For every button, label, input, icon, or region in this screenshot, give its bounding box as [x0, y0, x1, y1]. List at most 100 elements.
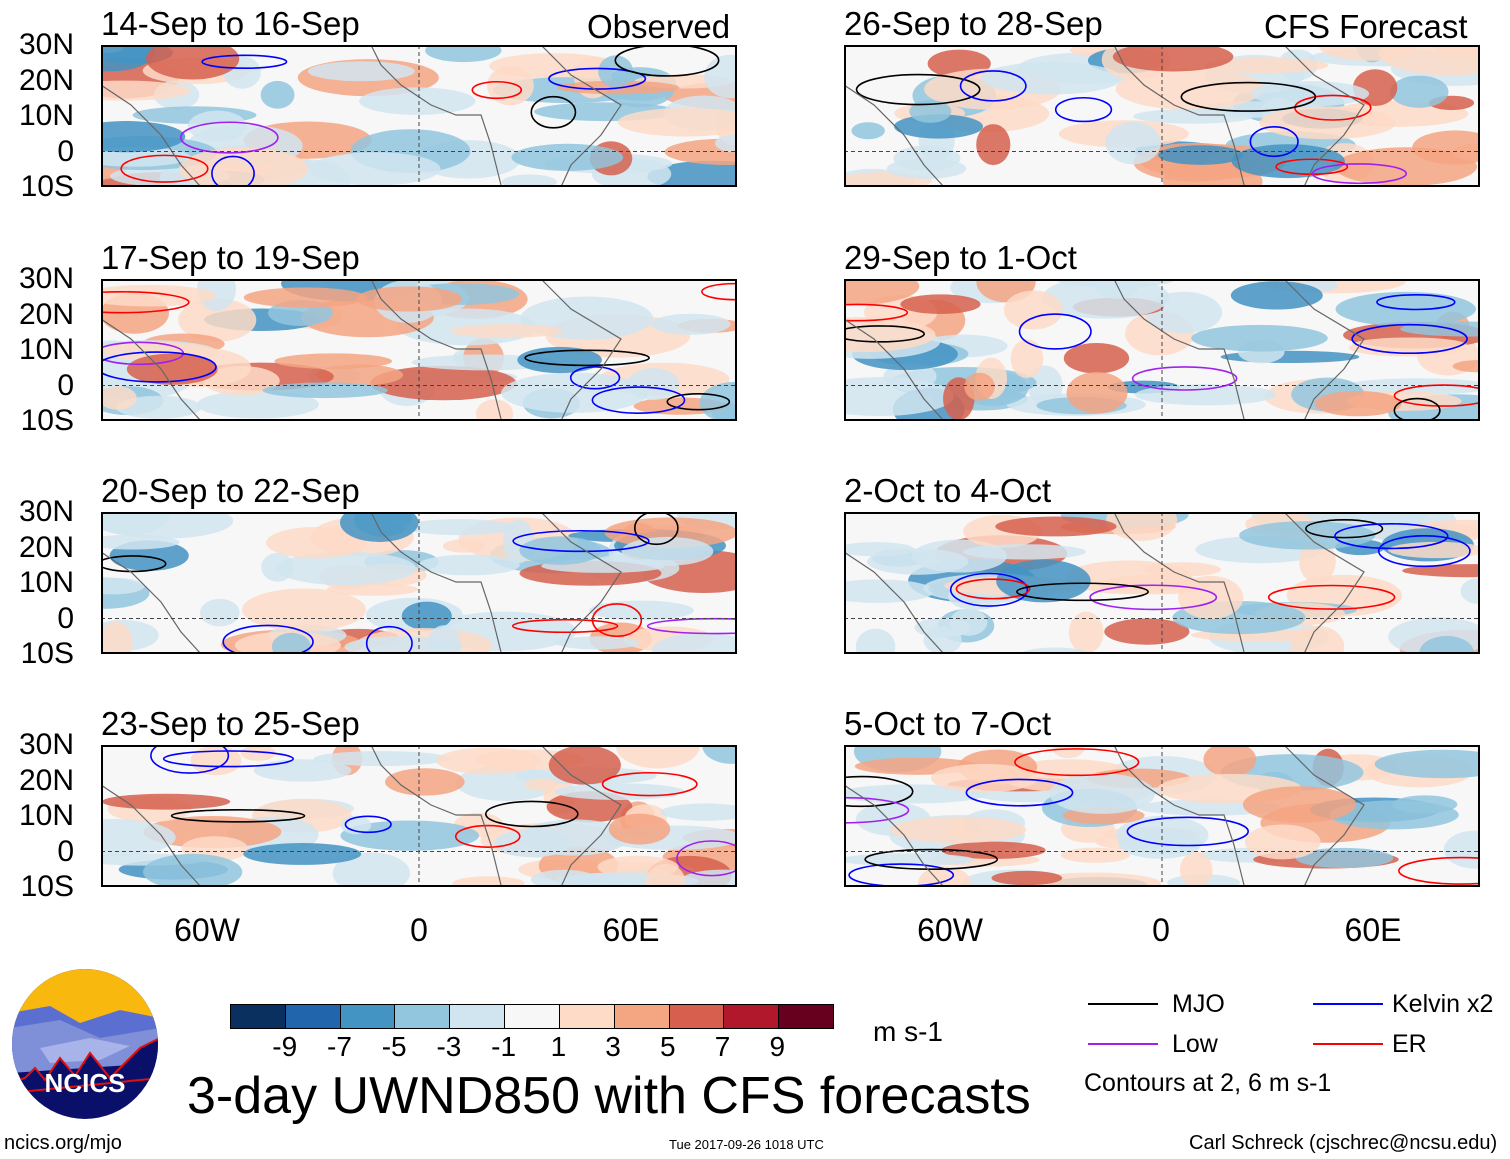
source-link[interactable]: ncics.org/mjo — [4, 1132, 122, 1154]
lon-tick: 60W — [174, 912, 240, 948]
legend-label-low: Low — [1172, 1030, 1218, 1058]
wind-anomaly-shading — [1443, 830, 1480, 869]
map-panel — [101, 745, 737, 887]
wind-anomaly-shading — [344, 636, 463, 654]
wave-contour — [179, 121, 279, 154]
wind-anomaly-shading — [702, 745, 737, 764]
wave-contour — [530, 95, 577, 129]
colorbar-swatch — [558, 1005, 614, 1028]
wind-anomaly-shading — [101, 386, 137, 410]
colorbar-label: -7 — [327, 1031, 352, 1062]
legend-note: Contours at 2, 6 m s-1 — [1084, 1069, 1332, 1097]
panel-title: 20-Sep to 22-Sep — [101, 472, 360, 509]
wind-anomaly-shading — [1244, 824, 1321, 860]
wind-anomaly-shading — [894, 114, 983, 139]
lon-tick: 60E — [602, 912, 660, 948]
wind-anomaly-shading — [1412, 130, 1480, 165]
wind-anomaly-shading — [598, 55, 634, 88]
map-panel — [844, 279, 1480, 421]
wind-anomaly-shading — [554, 783, 685, 800]
wind-anomaly-shading — [442, 539, 485, 553]
wind-anomaly-shading — [1060, 847, 1130, 863]
wind-anomaly-shading — [1402, 564, 1480, 578]
wind-anomaly-shading — [941, 841, 1046, 859]
wind-anomaly-shading — [931, 763, 1038, 793]
wave-contour — [1311, 163, 1408, 185]
colorbar-swatch — [613, 1005, 669, 1028]
coastline — [844, 45, 1365, 187]
wave-contour — [646, 617, 737, 635]
wave-contour — [512, 529, 650, 553]
wind-anomaly-shading — [918, 865, 971, 887]
colorbar-units: m s-1 — [873, 1016, 943, 1047]
wind-anomaly-shading — [1388, 541, 1480, 559]
wind-anomaly-shading — [101, 121, 186, 153]
coastline — [101, 279, 622, 421]
wave-contour — [569, 366, 621, 390]
lat-tick: 20N — [18, 63, 74, 97]
wind-anomaly-shading — [1452, 360, 1480, 373]
lon-tick: 60E — [1344, 912, 1402, 948]
wave-contour — [101, 555, 167, 573]
wind-anomaly-shading — [909, 100, 952, 123]
wind-anomaly-shading — [1242, 786, 1356, 823]
wind-anomaly-shading — [1066, 371, 1128, 414]
wave-contour — [365, 625, 413, 654]
wind-anomaly-shading — [266, 526, 367, 559]
panel-frame — [844, 745, 1480, 887]
wind-anomaly-shading — [450, 324, 563, 338]
wind-anomaly-shading — [1460, 578, 1480, 604]
panel-title: 23-Sep to 25-Sep — [101, 705, 360, 742]
wind-anomaly-shading — [995, 516, 1117, 537]
colorbar-swatch — [339, 1005, 395, 1028]
wind-anomaly-shading — [651, 632, 737, 654]
legend-line-low — [1088, 1043, 1158, 1045]
wind-anomaly-shading — [1063, 342, 1130, 374]
wind-anomaly-shading — [704, 54, 737, 99]
wave-contour — [1089, 584, 1218, 611]
author-credit: Carl Schreck (cjschrec@ncsu.edu) — [1189, 1132, 1498, 1154]
lat-tick: 0 — [57, 368, 74, 402]
wave-contour — [162, 750, 295, 768]
wind-anomaly-shading — [616, 745, 700, 769]
wind-anomaly-shading — [651, 313, 731, 335]
wind-anomaly-shading — [1318, 45, 1418, 61]
wind-anomaly-shading — [1290, 625, 1345, 654]
colorbar-swatch — [231, 1005, 285, 1028]
wave-contour — [701, 282, 737, 301]
wind-anomaly-shading — [101, 284, 217, 307]
wind-anomaly-shading — [1314, 390, 1402, 417]
wind-anomaly-shading — [900, 294, 981, 315]
wind-anomaly-shading — [340, 512, 419, 542]
legend-line-kelvin — [1313, 1003, 1383, 1005]
wave-contour — [1351, 323, 1468, 355]
wind-anomaly-shading — [188, 110, 247, 142]
wave-contour — [949, 572, 1029, 607]
panel-frame — [844, 512, 1480, 654]
wind-anomaly-shading — [501, 372, 649, 413]
wind-anomaly-shading — [262, 382, 388, 399]
colorbar-swatch — [504, 1005, 559, 1028]
legend-label-er: ER — [1392, 1030, 1427, 1058]
wind-anomaly-shading — [313, 751, 449, 767]
wind-anomaly-shading — [370, 365, 517, 401]
wave-contour — [1249, 126, 1299, 158]
wind-anomaly-shading — [1250, 81, 1370, 107]
wave-contour — [955, 578, 1031, 600]
colorbar-label: -5 — [381, 1031, 407, 1062]
wind-anomaly-shading — [307, 61, 415, 82]
lat-tick: 30N — [18, 728, 74, 761]
wind-anomaly-shading — [101, 80, 191, 101]
wind-anomaly-shading — [608, 813, 671, 845]
wind-anomaly-shading — [1179, 851, 1213, 887]
lon-tick: 0 — [410, 912, 428, 948]
wind-anomaly-shading — [1203, 57, 1329, 74]
panel-frame — [844, 279, 1480, 421]
wind-anomaly-shading — [647, 160, 737, 187]
wind-anomaly-shading — [316, 364, 404, 386]
wave-contour — [1305, 518, 1384, 539]
wave-contour — [1275, 158, 1349, 176]
panel-title: 29-Sep to 1-Oct — [844, 239, 1077, 276]
lat-tick: 10S — [20, 870, 74, 903]
colorbar-swatch — [778, 1005, 833, 1028]
